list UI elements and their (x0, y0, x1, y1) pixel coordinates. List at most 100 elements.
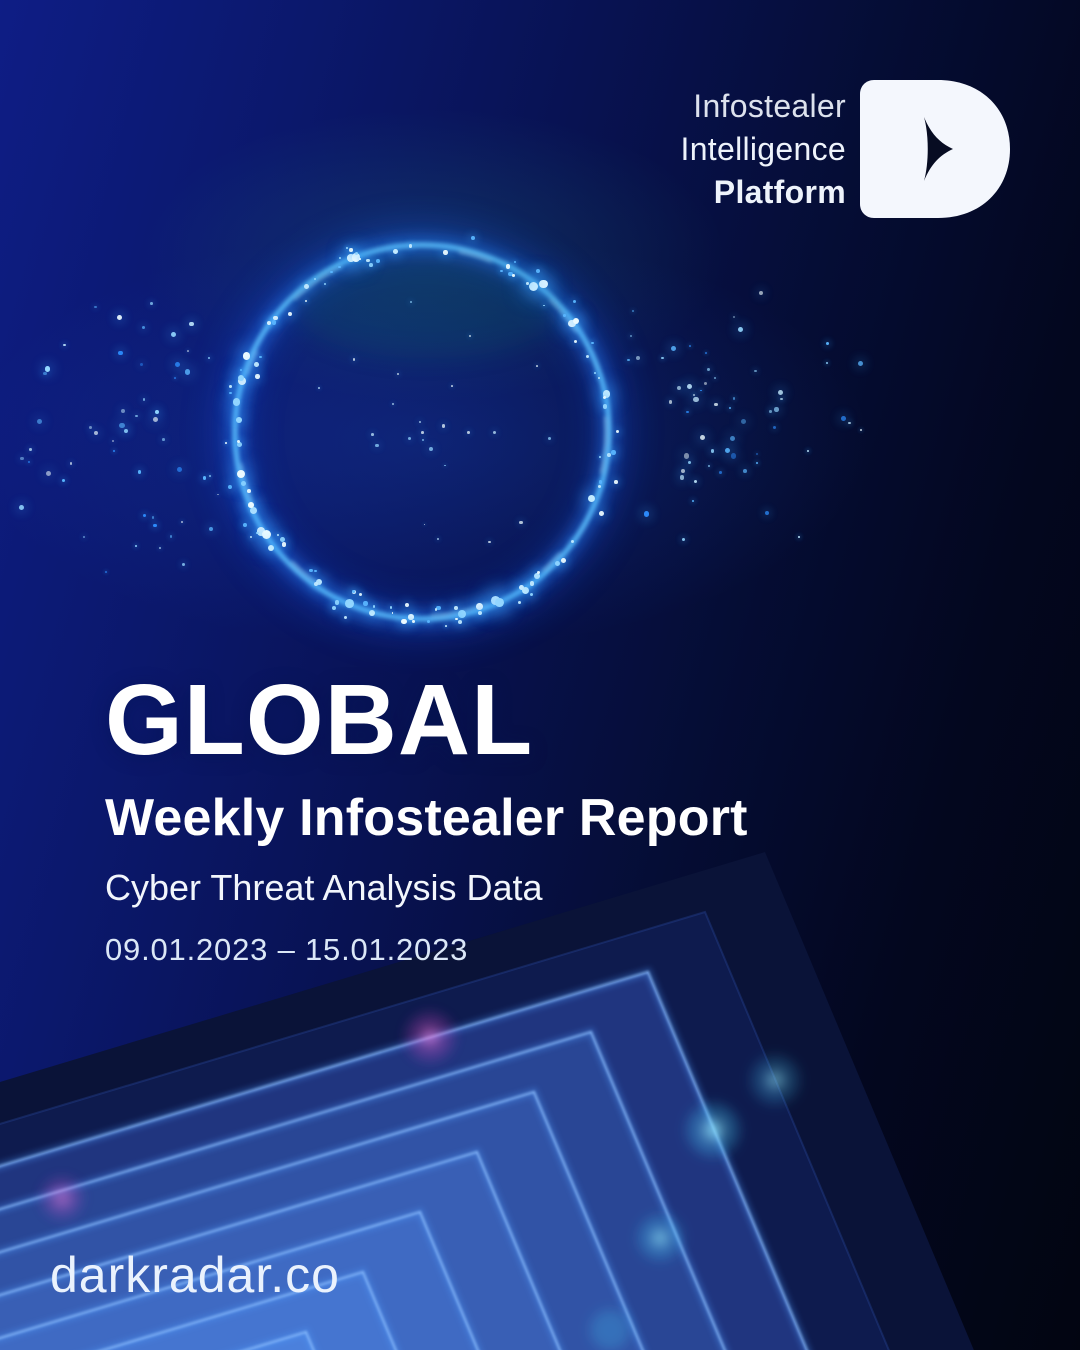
particle-dot (397, 372, 400, 375)
particle-dot (719, 470, 722, 474)
particle-dot (730, 436, 736, 442)
particle-dot (491, 596, 501, 605)
particle-dot (841, 416, 846, 422)
particle-dot (754, 369, 757, 373)
particle-dot (728, 406, 731, 409)
particle-dot (359, 258, 361, 260)
particle-dot (826, 362, 829, 365)
particle-dot (611, 450, 616, 455)
particle-dot (730, 453, 737, 459)
particle-dot (309, 568, 313, 573)
particle-dot (375, 443, 379, 447)
particle-dot (313, 278, 316, 280)
particle-dot (240, 481, 246, 487)
particle-dot (255, 373, 260, 379)
particle-dot (365, 258, 370, 263)
brand-logo-text: Infostealer Intelligence Platform (681, 85, 847, 214)
particle-dot (323, 282, 326, 286)
particle-dot (443, 250, 448, 255)
particle-dot (741, 419, 747, 425)
particle-dot (345, 598, 354, 608)
particle-dot (182, 562, 186, 566)
particle-dot (137, 470, 142, 474)
particle-dot (573, 339, 578, 344)
particle-dot (602, 395, 606, 399)
particle-dot (279, 537, 285, 543)
particle-dot (518, 585, 524, 590)
particle-dot (243, 522, 247, 527)
particle-dot (679, 475, 685, 481)
particle-dot (573, 317, 580, 325)
particle-dot (139, 362, 144, 367)
particle-dot (142, 398, 146, 401)
particle-dot (43, 371, 47, 376)
particle-dot (756, 462, 759, 465)
particle-dot (529, 581, 535, 586)
particle-dot (542, 304, 545, 307)
particle-dot (418, 420, 422, 424)
particle-dot (391, 402, 394, 405)
particle-dot (407, 437, 411, 441)
particle-dot (256, 531, 259, 535)
particle-dot (508, 271, 513, 277)
particle-dot (339, 257, 341, 260)
particle-dot (455, 617, 459, 621)
particle-dot (704, 352, 707, 354)
particle-dot (774, 407, 779, 412)
particle-dot (351, 253, 361, 262)
particle-dot (352, 357, 356, 361)
particle-dot (351, 589, 357, 594)
particle-dot (671, 345, 677, 352)
particle-dot (305, 300, 308, 303)
particle-dot (505, 264, 511, 269)
particle-dot (154, 409, 159, 415)
hero-text-block: GLOBAL Weekly Infostealer Report Cyber T… (105, 670, 748, 965)
particle-dot (699, 434, 706, 441)
particle-dot (597, 484, 601, 489)
particle-dot (588, 495, 596, 503)
particle-dot (689, 345, 692, 347)
particle-dot (203, 476, 207, 480)
particle-dot (314, 569, 317, 572)
particle-dot (466, 430, 470, 434)
particle-dot (732, 315, 736, 319)
date-range: 09.01.2023 – 15.01.2023 (105, 932, 469, 967)
particle-dot (237, 439, 241, 444)
particle-dot (281, 542, 287, 547)
particle-dot (539, 279, 548, 288)
particle-dot (602, 404, 607, 409)
particle-dot (681, 468, 686, 473)
particle-dot (152, 516, 155, 519)
particle-dot (259, 355, 262, 359)
particle-dot (615, 429, 619, 434)
particle-dot (563, 313, 566, 317)
particle-dot (412, 620, 415, 623)
particle-dot (457, 620, 462, 625)
particle-dot (499, 269, 503, 273)
brand-line-platform: Platform (713, 173, 846, 210)
particle-dot (693, 394, 696, 396)
particle-dot (629, 334, 632, 337)
particle-dot (256, 527, 266, 536)
particle-dot (187, 350, 189, 353)
particle-dot (598, 376, 601, 380)
particle-dot (363, 601, 368, 606)
particle-dot (112, 449, 115, 452)
particle-dot (358, 592, 362, 596)
particle-dot (436, 537, 439, 540)
particle-dot (94, 431, 99, 436)
brand-logo-block: Infostealer Intelligence Platform (681, 80, 1010, 218)
particle-dot (535, 269, 541, 274)
particle-dot (272, 320, 277, 325)
particle-dot (143, 514, 147, 518)
particle-dot (217, 493, 219, 496)
particle-dot (345, 246, 348, 249)
particle-dot (710, 449, 715, 453)
particle-dot (249, 506, 258, 514)
particle-dot (246, 489, 251, 493)
particle-dot (118, 350, 123, 355)
particle-dot (777, 389, 784, 395)
particle-dot (344, 616, 348, 620)
ring-mid-glow (228, 238, 616, 626)
particle-dot (708, 465, 711, 468)
